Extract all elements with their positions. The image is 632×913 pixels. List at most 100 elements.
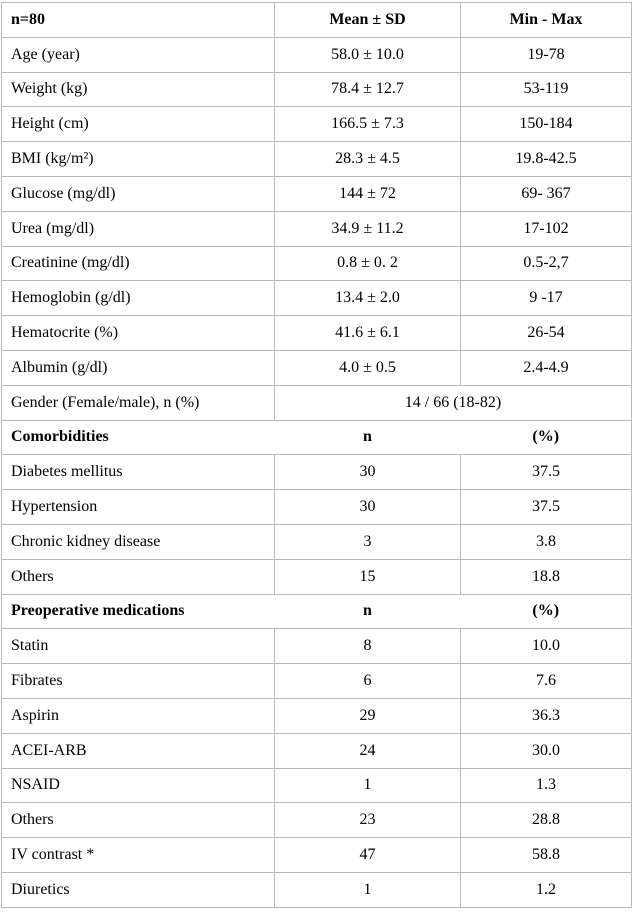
cell-pct: 10.0 [460, 628, 632, 665]
cell-pct: 1.2 [460, 871, 632, 908]
cell-n: 47 [274, 837, 461, 873]
table-row-urea: Urea (mg/dl) 34.9 ± 11.2 17-102 [1, 210, 632, 247]
table-row-comorbidity-others: Others 15 18.8 [1, 558, 632, 595]
cell-label: Diuretics [1, 871, 275, 908]
cell-pct: 1.3 [460, 767, 632, 804]
cell-min-max: 19.8-42.5 [460, 141, 632, 177]
cell-mean-sd: 4.0 ± 0.5 [274, 349, 461, 386]
table-row-diabetes: Diabetes mellitus 30 37.5 [1, 454, 632, 491]
cell-n: 3 [274, 523, 461, 560]
cell-pct: 37.5 [460, 489, 632, 525]
cell-pct: 58.8 [460, 837, 632, 873]
cell-pct: 30.0 [460, 732, 632, 769]
cell-mean-sd: 13.4 ± 2.0 [274, 280, 461, 317]
table-row-age: Age (year) 58.0 ± 10.0 19-78 [1, 36, 632, 73]
table-row-fibrates: Fibrates 6 7.6 [1, 663, 632, 699]
cell-n: 23 [274, 802, 461, 839]
cell-mean-sd: 78.4 ± 12.7 [274, 71, 461, 108]
cell-label: Age (year) [1, 36, 275, 73]
cell-min-max: 2.4-4.9 [460, 349, 632, 386]
cell-pct: 28.8 [460, 802, 632, 839]
cell-gender-value: 14 / 66 (18-82) [274, 384, 632, 421]
cell-pct: 37.5 [460, 454, 632, 491]
cell-n: 24 [274, 732, 461, 769]
cell-label: Chronic kidney disease [1, 523, 275, 560]
cell-label: Hypertension [1, 489, 275, 525]
cell-min-max: 53-119 [460, 71, 632, 108]
column-header-pct: (%) [460, 419, 632, 456]
cell-min-max: 9 -17 [460, 280, 632, 317]
table-row-bmi: BMI (kg/m²) 28.3 ± 4.5 19.8-42.5 [1, 141, 632, 177]
section-title: Preoperative medications [1, 593, 275, 630]
cell-label: Glucose (mg/dl) [1, 175, 275, 212]
cell-label: IV contrast * [1, 837, 275, 873]
cell-label: Statin [1, 628, 275, 665]
cell-min-max: 26-54 [460, 315, 632, 351]
table-row-weight: Weight (kg) 78.4 ± 12.7 53-119 [1, 71, 632, 108]
column-header-n80: n=80 [1, 2, 275, 38]
cell-mean-sd: 41.6 ± 6.1 [274, 315, 461, 351]
table-row-iv-contrast: IV contrast * 47 58.8 [1, 837, 632, 873]
cell-pct: 18.8 [460, 558, 632, 595]
cell-label: ACEI-ARB [1, 732, 275, 769]
table-row-hematocrite: Hematocrite (%) 41.6 ± 6.1 26-54 [1, 315, 632, 351]
section-title: Comorbidities [1, 419, 275, 456]
cell-mean-sd: 166.5 ± 7.3 [274, 106, 461, 143]
table-row-hypertension: Hypertension 30 37.5 [1, 489, 632, 525]
cell-mean-sd: 144 ± 72 [274, 175, 461, 212]
cell-label: Weight (kg) [1, 71, 275, 108]
table-row-hemoglobin: Hemoglobin (g/dl) 13.4 ± 2.0 9 -17 [1, 280, 632, 317]
table-row-acei-arb: ACEI-ARB 24 30.0 [1, 732, 632, 769]
cell-n: 6 [274, 663, 461, 699]
cell-label: Aspirin [1, 697, 275, 734]
table-row-gender: Gender (Female/male), n (%) 14 / 66 (18-… [1, 384, 632, 421]
cell-label: Hemoglobin (g/dl) [1, 280, 275, 317]
cell-mean-sd: 34.9 ± 11.2 [274, 210, 461, 247]
table-row-nsaid: NSAID 1 1.3 [1, 767, 632, 804]
table-row-chronic-kidney-disease: Chronic kidney disease 3 3.8 [1, 523, 632, 560]
cell-min-max: 19-78 [460, 36, 632, 73]
cell-n: 1 [274, 871, 461, 908]
cell-n: 30 [274, 454, 461, 491]
table-row-creatinine: Creatinine (mg/dl) 0.8 ± 0. 2 0.5-2,7 [1, 245, 632, 282]
column-header-mean-sd: Mean ± SD [274, 2, 461, 38]
cell-n: 29 [274, 697, 461, 734]
column-header-n: n [274, 419, 461, 456]
cell-label: Creatinine (mg/dl) [1, 245, 275, 282]
cell-min-max: 0.5-2,7 [460, 245, 632, 282]
cell-label: BMI (kg/m²) [1, 141, 275, 177]
cell-label: Urea (mg/dl) [1, 210, 275, 247]
cell-n: 1 [274, 767, 461, 804]
cell-min-max: 150-184 [460, 106, 632, 143]
cell-label: Diabetes mellitus [1, 454, 275, 491]
cell-label: Height (cm) [1, 106, 275, 143]
cell-label: Gender (Female/male), n (%) [1, 384, 275, 421]
cell-min-max: 69- 367 [460, 175, 632, 212]
table-row-aspirin: Aspirin 29 36.3 [1, 697, 632, 734]
cell-label: Fibrates [1, 663, 275, 699]
cell-label: Others [1, 558, 275, 595]
cell-min-max: 17-102 [460, 210, 632, 247]
table-row-glucose: Glucose (mg/dl) 144 ± 72 69- 367 [1, 175, 632, 212]
table-row-medication-others: Others 23 28.8 [1, 802, 632, 839]
table-row-height: Height (cm) 166.5 ± 7.3 150-184 [1, 106, 632, 143]
table-header-row: n=80 Mean ± SD Min - Max [1, 2, 632, 38]
table-row-statin: Statin 8 10.0 [1, 628, 632, 665]
cell-pct: 3.8 [460, 523, 632, 560]
section-header-comorbidities: Comorbidities n (%) [1, 419, 632, 456]
cell-pct: 7.6 [460, 663, 632, 699]
cell-label: NSAID [1, 767, 275, 804]
cell-n: 8 [274, 628, 461, 665]
cell-n: 30 [274, 489, 461, 525]
column-header-n: n [274, 593, 461, 630]
cell-mean-sd: 58.0 ± 10.0 [274, 36, 461, 73]
cell-mean-sd: 28.3 ± 4.5 [274, 141, 461, 177]
table-row-diuretics: Diuretics 1 1.2 [1, 871, 632, 908]
cell-mean-sd: 0.8 ± 0. 2 [274, 245, 461, 282]
section-header-preoperative-medications: Preoperative medications n (%) [1, 593, 632, 630]
cell-n: 15 [274, 558, 461, 595]
cell-label: Hematocrite (%) [1, 315, 275, 351]
cell-label: Albumin (g/dl) [1, 349, 275, 386]
